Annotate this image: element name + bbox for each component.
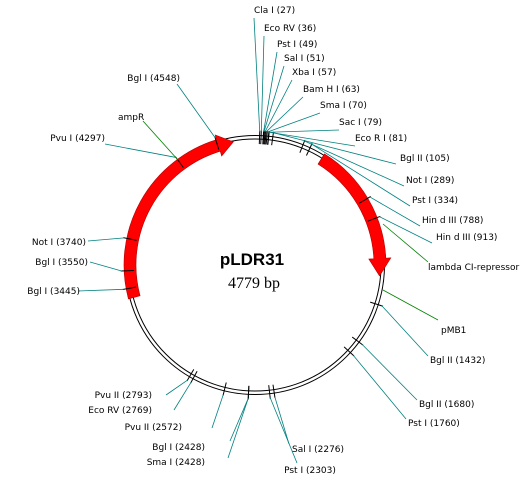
- site-tick-hin-d-iii-788: [358, 196, 371, 204]
- site-tick-sma-i-70: [265, 131, 268, 145]
- site-tick-eco-rv-36: [260, 130, 262, 145]
- site-leader-eco-rv-36: [260, 35, 265, 132]
- site-tick-sal-i-2276: [272, 384, 276, 399]
- site-tick-not-i-289: [299, 139, 306, 153]
- site-tick-hin-d-iii-913: [367, 215, 381, 222]
- site-label-pvu-ii-2793: Pvu II (2793): [95, 391, 152, 401]
- site-labels: Cla I (27) Eco RV (36) Pst I (49) Sal I (51…: [27, 6, 497, 476]
- feature-leaders: [142, 120, 439, 321]
- feature-labels: ampR lambda CI-repressor pMB1: [118, 113, 519, 336]
- site-leader-bgl-i-4548: [176, 83, 216, 138]
- site-label-eco-rv-36: Eco RV (36): [264, 24, 316, 34]
- site-leader-pvu-ii-2793: [165, 379, 188, 396]
- site-label-eco-rv-2769: Eco RV (2769): [88, 406, 152, 416]
- site-label-eco-r-i-81: Eco R I (81): [355, 134, 407, 144]
- site-tick-pst-i-1760: [343, 346, 355, 357]
- site-label-cla-i-27: Cla I (27): [254, 6, 295, 16]
- feature-label-pmb1: pMB1: [441, 326, 466, 336]
- feature-label-lambda-ci-repressor: lambda CI-repressor: [428, 263, 519, 273]
- site-label-bgl-ii-1432: Bgl II (1432): [430, 356, 485, 366]
- site-label-xba-i-57: Xba I (57): [292, 68, 336, 78]
- site-leader-not-i-3740: [87, 237, 125, 242]
- feature-arrow-ampr: [123, 134, 234, 300]
- site-label-pvu-i-4297: Pvu I (4297): [50, 134, 105, 144]
- site-tick-bgl-i-2428: [247, 385, 250, 400]
- site-label-not-i-3740: Not I (3740): [32, 238, 86, 248]
- site-label-bgl-i-3550: Bgl I (3550): [35, 258, 88, 268]
- site-tick-pvu-ii-2793: [186, 369, 195, 382]
- site-leader-sac-i-79: [268, 129, 340, 133]
- site-label-hin-d-iii-913: Hin d III (913): [436, 233, 497, 243]
- site-label-not-i-289: Not I (289): [406, 176, 454, 186]
- site-label-bgl-i-4548: Bgl I (4548): [127, 74, 180, 84]
- site-tick-not-i-3740: [123, 237, 137, 241]
- site-leader-pvu-i-4297: [104, 143, 177, 158]
- feature-arrows: [123, 134, 392, 300]
- site-tick-eco-r-i-81: [267, 131, 270, 145]
- plasmid-size: 4779 bp: [228, 275, 280, 292]
- site-label-pst-i-49: Pst I (49): [277, 40, 317, 50]
- site-leader-cla-i-27: [253, 17, 261, 132]
- site-label-bgl-i-3445: Bgl I (3445): [27, 287, 80, 297]
- site-label-bgl-ii-105: Bgl II (105): [400, 154, 450, 164]
- feature-leader-ampr: [142, 120, 179, 161]
- site-label-sal-i-2276: Sal I (2276): [292, 445, 344, 455]
- site-label-pvu-ii-2572: Pvu II (2572): [125, 423, 182, 433]
- site-label-hin-d-iii-788: Hin d III (788): [422, 216, 483, 226]
- site-label-bgl-ii-1680: Bgl II (1680): [419, 400, 474, 410]
- site-leader-eco-r-i-81: [269, 131, 356, 147]
- site-leader-eco-rv-2769: [173, 382, 192, 411]
- site-leader-hin-d-iii-913: [379, 216, 433, 244]
- site-tick-sal-i-51: [262, 130, 265, 145]
- site-leader-sma-i-2428: [227, 398, 249, 459]
- site-label-bam-h-i-63: Bam H I (63): [303, 85, 360, 95]
- site-tick-bgl-ii-1680: [351, 336, 364, 346]
- site-leader-sal-i-2276: [274, 396, 290, 445]
- site-label-sac-i-79: Sac I (79): [339, 118, 382, 128]
- site-leader-pvu-ii-2572: [211, 394, 224, 429]
- site-leader-bgl-i-3550: [89, 261, 122, 272]
- site-leader-pst-i-49: [263, 51, 278, 132]
- site-label-pst-i-334: Pst I (334): [412, 196, 458, 206]
- site-tick-pst-i-2303: [268, 385, 271, 399]
- site-tick-bgl-ii-105: [271, 131, 275, 146]
- site-leader-bgl-i-2428: [229, 398, 249, 442]
- site-leaders: [77, 17, 433, 464]
- site-label-sma-i-2428: Sma I (2428): [147, 458, 205, 468]
- site-leader-bgl-i-3445: [77, 288, 124, 292]
- site-leader-bam-h-i-63: [265, 96, 304, 133]
- site-label-pst-i-2303: Pst I (2303): [284, 466, 336, 476]
- site-leader-pst-i-1760: [352, 355, 407, 420]
- site-leader-bgl-ii-105: [273, 132, 397, 165]
- feature-leader-pmb1: [382, 289, 439, 321]
- site-leader-bgl-ii-1680: [361, 344, 418, 401]
- site-label-pst-i-1760: Pst I (1760): [408, 419, 460, 429]
- feature-leader-lambda: [382, 223, 429, 263]
- site-tick-pvu-ii-2572: [222, 382, 227, 396]
- site-ticks: [120, 130, 384, 400]
- plasmid-name: pLDR31: [220, 250, 284, 269]
- site-label-bgl-i-2428: Bgl I (2428): [152, 443, 205, 453]
- site-tick-bgl-i-3445: [122, 286, 137, 290]
- site-leader-not-i-289: [304, 140, 405, 187]
- site-leader-pst-i-334: [311, 143, 411, 207]
- site-tick-bgl-i-3550: [120, 269, 135, 272]
- feature-label-ampr: ampR: [118, 113, 144, 123]
- site-leader-sal-i-51: [263, 65, 285, 132]
- site-leader-xba-i-57: [264, 79, 293, 133]
- site-tick-bam-h-i-63: [264, 130, 267, 145]
- site-leader-bgl-ii-1432: [381, 305, 429, 357]
- site-tick-eco-rv-2769: [190, 371, 198, 384]
- site-label-sal-i-51: Sal I (51): [284, 54, 325, 64]
- site-tick-bgl-i-4548: [214, 136, 220, 150]
- site-label-sma-i-70: Sma I (70): [320, 101, 367, 111]
- site-leader-pst-i-2303: [269, 397, 298, 464]
- site-leader-hin-d-iii-788: [369, 196, 421, 227]
- site-leader-sma-i-70: [267, 112, 321, 133]
- site-tick-xba-i-57: [263, 130, 266, 145]
- site-tick-pst-i-334: [305, 143, 313, 156]
- feature-arrow-lambda-ci-repressor: [317, 153, 392, 277]
- site-tick-bgl-ii-1432: [370, 301, 384, 307]
